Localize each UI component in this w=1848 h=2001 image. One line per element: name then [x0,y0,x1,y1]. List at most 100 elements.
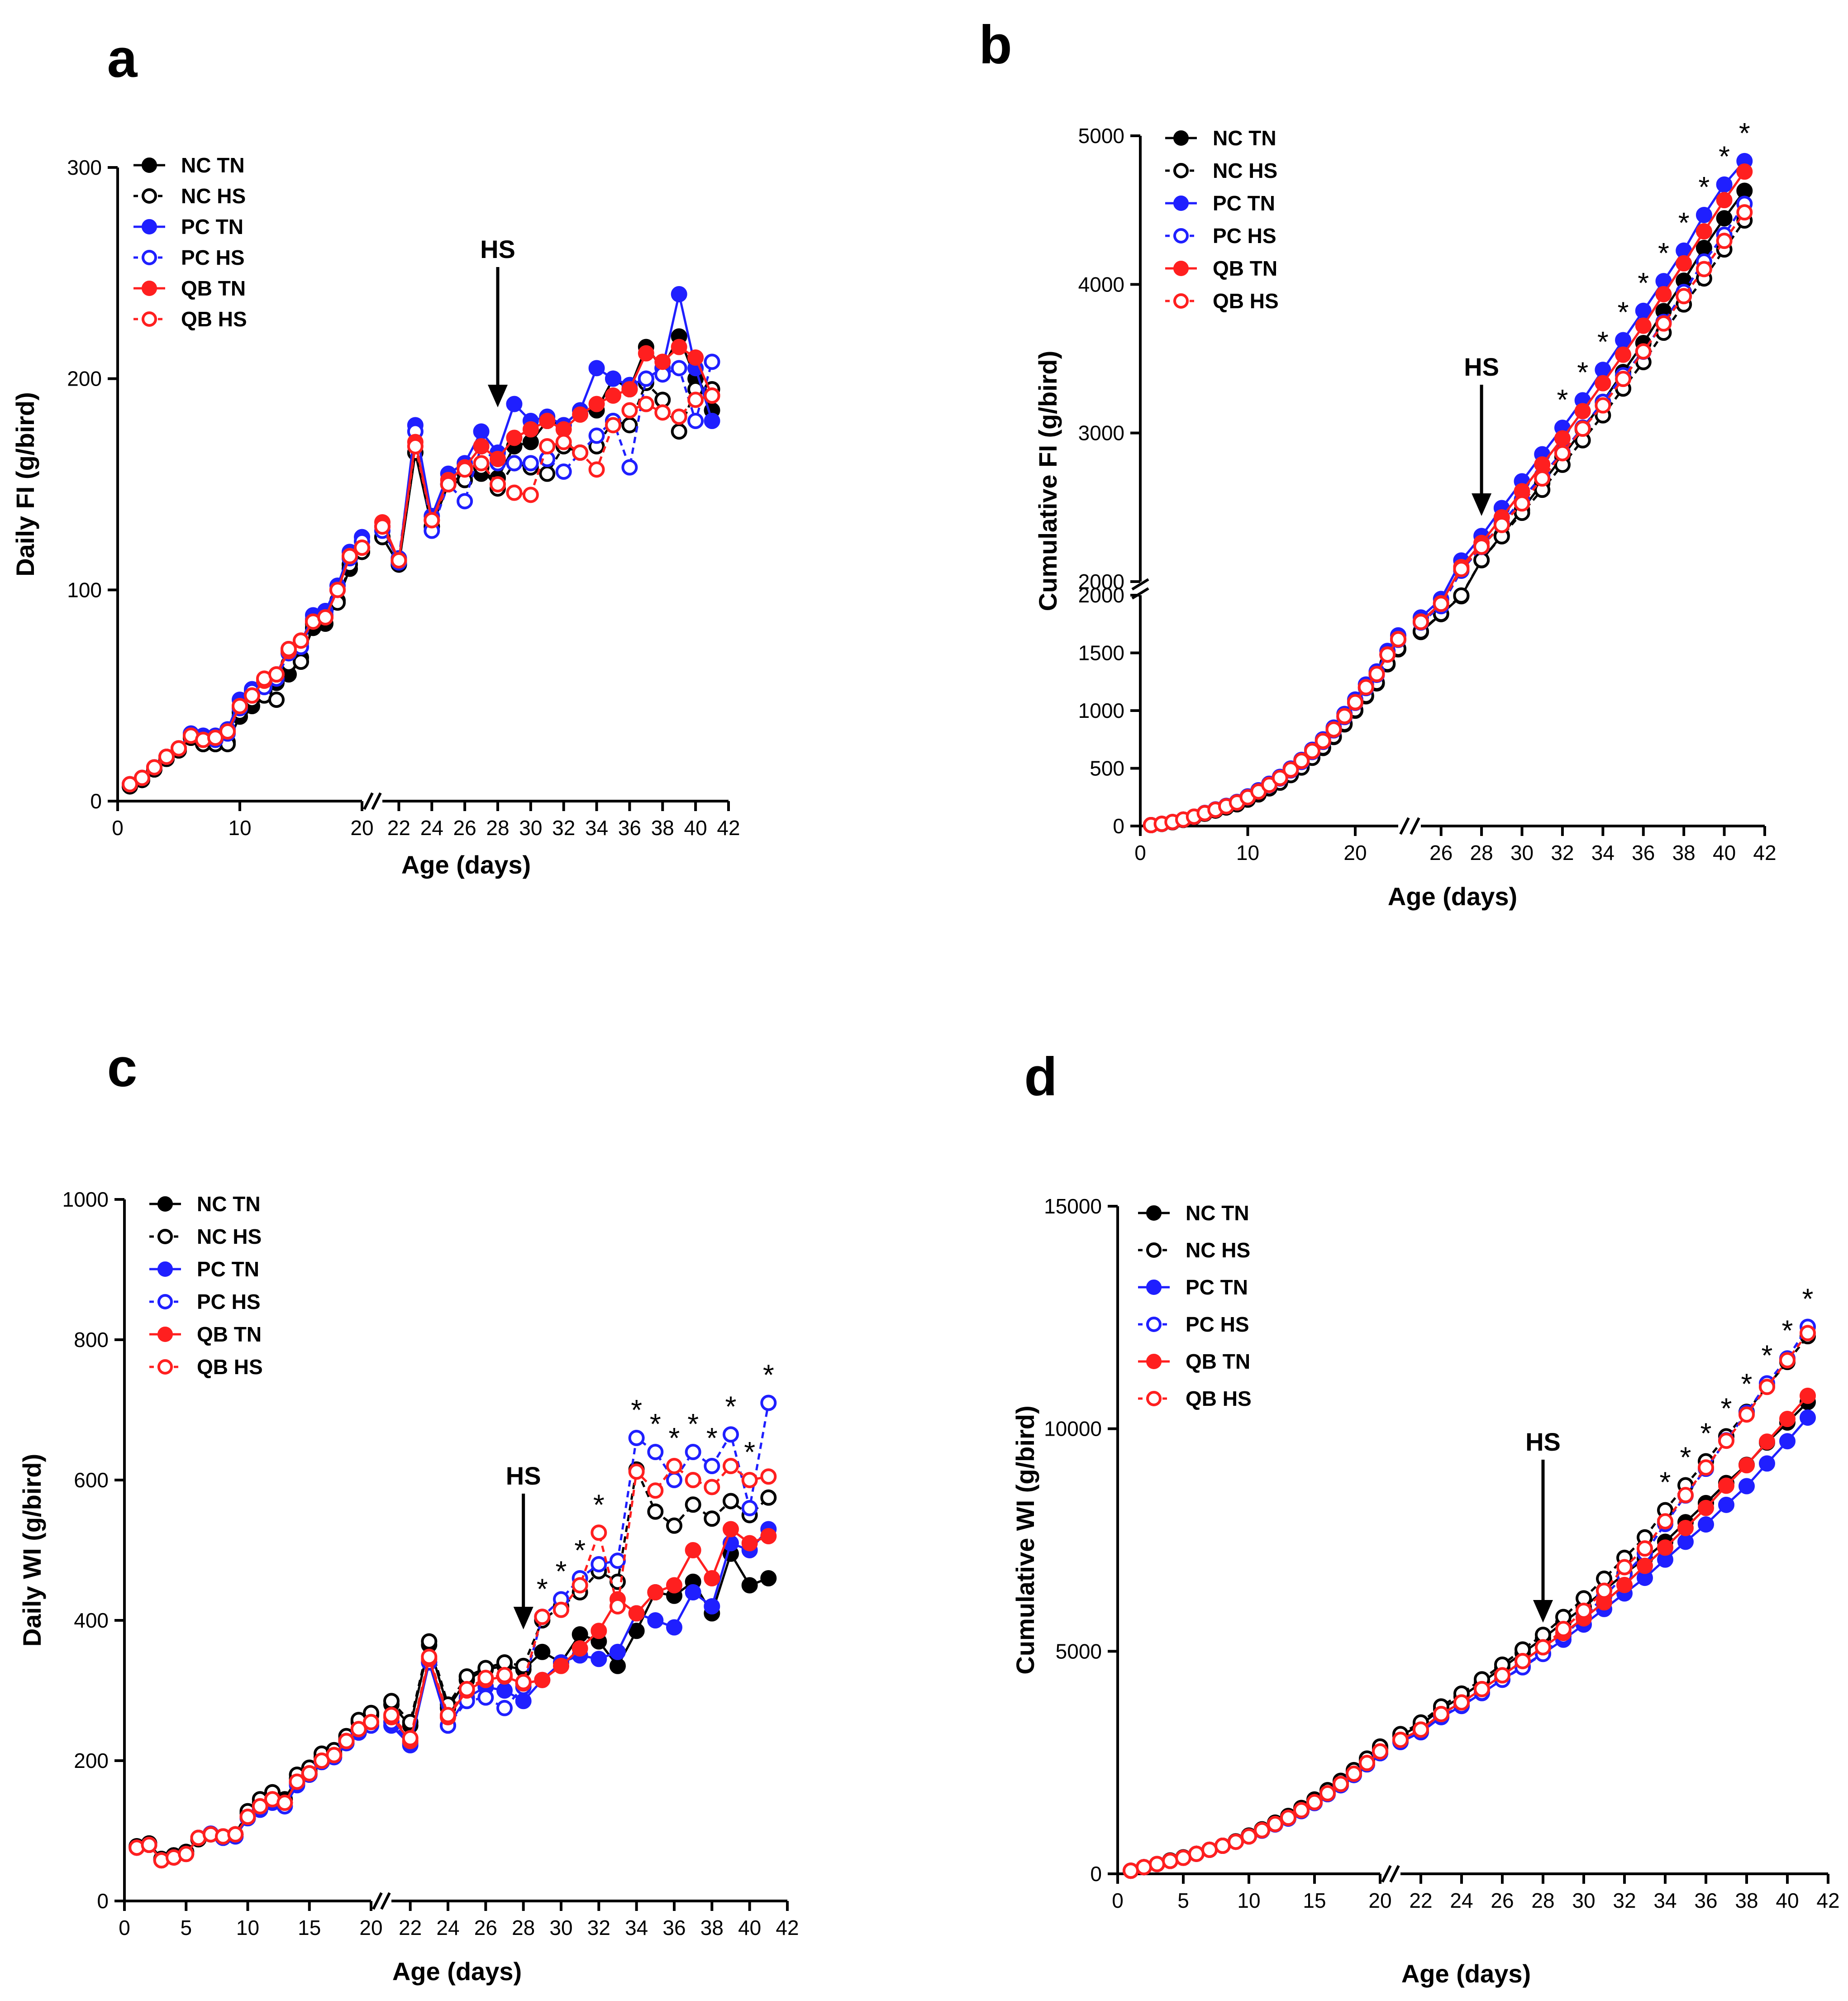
y-tick-label: 300 [67,156,102,179]
y-tick-label: 200 [74,1749,109,1772]
significance-marker: * [556,1555,567,1588]
legend-label: PC HS [197,1290,261,1313]
data-point [1474,1681,1490,1697]
data-point [207,730,224,746]
data-point [1595,397,1611,414]
data-point [1736,182,1753,199]
data-point [539,413,556,429]
data-point [477,1689,494,1706]
significance-marker: * [1782,1314,1793,1347]
hs-arrow-head [1533,1600,1553,1623]
data-point [685,1584,701,1600]
significance-marker: * [1597,325,1609,358]
hs-arrow-head [488,385,508,407]
data-point [407,438,424,454]
legend: NC TN NC HS PC TN PC HS QB TN QB HS [1165,126,1279,313]
data-point [647,1482,664,1499]
data-point [421,1648,438,1665]
data-point [1738,1406,1755,1423]
data-point [477,1670,494,1686]
data-point [534,1643,551,1660]
data-point [666,1458,682,1474]
y-axis-label: Cumulative WI (g/bird) [1011,1405,1039,1674]
panel-label: a [107,28,138,89]
legend-marker [1146,1354,1162,1369]
data-point [146,759,162,776]
legend-marker [157,1229,173,1244]
series-line [1151,639,1400,826]
data-point [506,455,523,472]
x-axis-label: Age (days) [392,1957,522,1986]
data-point [1368,666,1385,683]
data-point [654,404,671,421]
data-point [227,1826,244,1843]
y-tick-label: 400 [74,1609,109,1632]
legend-label: QB HS [197,1355,263,1379]
legend-marker [157,1261,173,1277]
y-tick-label: 800 [74,1328,109,1352]
data-point [522,487,539,503]
legend-label: NC TN [1186,1201,1249,1225]
data-point [458,1681,475,1697]
legend-label: NC TN [1213,126,1276,150]
data-point [685,1542,701,1558]
hs-arrow-head [513,1607,533,1629]
legend-marker [142,281,157,296]
data-point [671,339,687,355]
data-point [178,1846,195,1863]
data-point [605,387,621,404]
data-point [621,381,638,397]
x-tick-label: 24 [436,1916,459,1939]
data-point [687,392,704,408]
data-point [1696,223,1712,240]
data-point [760,1528,777,1544]
series-line [391,1464,769,1741]
x-tick-label: 10 [228,816,251,840]
data-point [317,609,333,626]
data-point [1637,1557,1653,1574]
data-point [741,1472,758,1488]
data-point [1254,1822,1270,1839]
y-tick-label: 3000 [1078,421,1124,445]
data-point [591,1651,607,1667]
series-line [129,540,363,785]
data-point [1306,1794,1323,1810]
data-point [704,1479,720,1495]
data-point [666,1577,682,1594]
data-point [1657,1539,1673,1556]
data-point [1293,752,1310,769]
data-point [1390,631,1406,648]
legend-label: NC TN [181,153,245,177]
data-point [289,1773,305,1790]
y-tick-label: 1000 [62,1188,109,1211]
data-point [605,417,621,434]
data-point [1555,1621,1572,1638]
y-tick-label: 600 [74,1468,109,1492]
data-point [1616,1576,1633,1593]
significance-marker: * [1741,1367,1753,1400]
data-point [1696,239,1712,256]
series-line [1151,638,1400,826]
data-point [1635,343,1652,360]
legend-marker [157,1294,173,1309]
data-point [704,1570,720,1586]
x-tick-label: 32 [587,1916,610,1939]
data-point [610,1643,626,1660]
x-tick-label: 32 [1613,1889,1636,1912]
significance-marker: * [669,1422,680,1454]
x-tick-label: 30 [1572,1889,1595,1912]
data-point [252,1798,268,1815]
data-point [329,582,346,598]
data-point [628,1623,645,1639]
data-point [1595,375,1611,392]
y-axis-label: Daily FI (g/bird) [11,392,39,577]
panel-label: c [107,1037,138,1098]
significance-marker: * [1721,1392,1732,1424]
x-axis-break [372,1892,391,1910]
x-axis-label: Age (days) [1388,882,1517,911]
hs-arrow-label: HS [1464,353,1499,381]
data-point [1759,1455,1775,1472]
data-point [1800,1325,1816,1342]
y-tick-label: 2000 [1078,583,1124,607]
